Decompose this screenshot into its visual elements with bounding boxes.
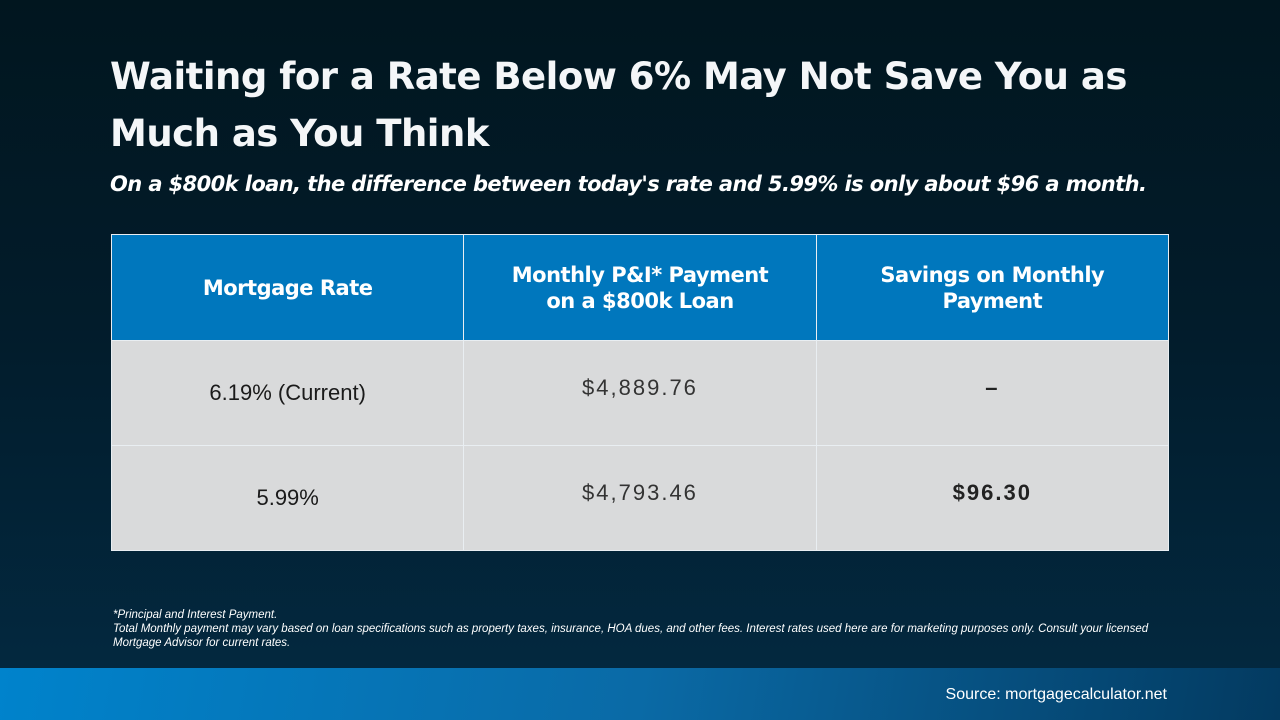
page-title: Waiting for a Rate Below 6% May Not Save… [110, 55, 1127, 155]
footnote-line-1: *Principal and Interest Payment. [113, 609, 278, 621]
header-mortgage-rate: Mortgage Rate [110, 234, 465, 341]
savings-cell: – [815, 340, 1170, 446]
source-label: Source: mortgagecalculator.net [945, 686, 1167, 703]
header-savings: Savings on Monthly Payment [815, 234, 1170, 341]
page-subtitle: On a $800k loan, the difference between … [110, 172, 1147, 196]
table-header-row: Mortgage Rate Monthly P&I* Payment on a … [110, 234, 1170, 341]
footer-band: Source: mortgagecalculator.net [0, 668, 1280, 720]
footnote: *Principal and Interest Payment. Total M… [113, 608, 1173, 650]
payment-cell: $4,889.76 [463, 340, 817, 446]
payment-cell: $4,793.46 [463, 445, 817, 551]
header-monthly-payment: Monthly P&I* Payment on a $800k Loan [463, 234, 817, 341]
table-row: 6.19% (Current) $4,889.76 – [110, 340, 1170, 446]
footnote-line-2: Total Monthly payment may vary based on … [113, 623, 1149, 649]
rate-cell: 6.19% (Current) [110, 340, 465, 446]
rate-comparison-table: Mortgage Rate Monthly P&I* Payment on a … [110, 234, 1170, 551]
table-row: 5.99% $4,793.46 $96.30 [110, 445, 1170, 551]
savings-cell: $96.30 [815, 445, 1170, 551]
rate-cell: 5.99% [110, 445, 465, 551]
